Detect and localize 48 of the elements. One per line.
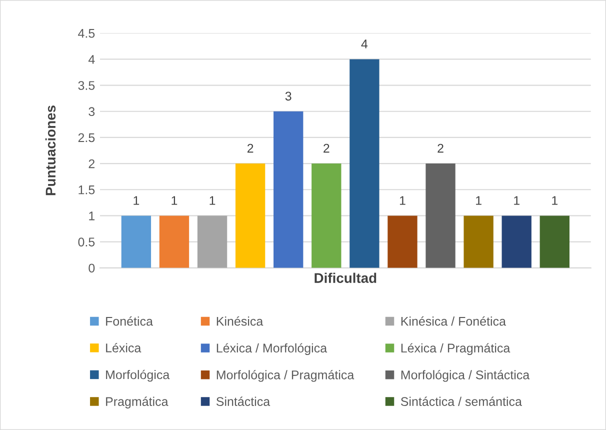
y-tick-label: 1.5 bbox=[78, 186, 95, 194]
bar bbox=[121, 216, 152, 268]
legend-label: Kinésica bbox=[216, 316, 264, 326]
bar bbox=[502, 216, 532, 268]
legend-label: Morfológica / Sintáctica bbox=[401, 370, 530, 382]
data-label: 3 bbox=[285, 92, 292, 101]
bar bbox=[426, 164, 456, 268]
legend-label: Léxica / Morfológica bbox=[216, 343, 328, 355]
bar bbox=[464, 216, 494, 268]
data-label: 1 bbox=[172, 196, 178, 205]
y-tick-label: 2.5 bbox=[78, 133, 95, 142]
bar bbox=[159, 216, 190, 268]
bar bbox=[235, 164, 266, 268]
legend-label: Léxica bbox=[106, 343, 142, 352]
x-axis-title: Dificultad bbox=[314, 272, 376, 283]
data-label: 4 bbox=[361, 40, 368, 48]
y-tick-label: 3.5 bbox=[78, 81, 95, 90]
y-tick-label: 1 bbox=[89, 212, 95, 220]
y-axis-title: Puntuaciones bbox=[45, 106, 56, 196]
legend-label: Sintáctica / semántica bbox=[400, 396, 522, 406]
bar bbox=[540, 216, 570, 268]
legend-label: Fonética bbox=[106, 316, 153, 326]
data-label: 2 bbox=[247, 144, 254, 153]
y-tick-label: 4 bbox=[88, 55, 95, 64]
data-label: 1 bbox=[134, 196, 140, 205]
bar bbox=[312, 164, 342, 268]
legend-label: Kinésica / Fonética bbox=[401, 316, 506, 326]
bar bbox=[274, 111, 304, 268]
data-label: 1 bbox=[210, 196, 216, 205]
data-label: 1 bbox=[400, 196, 406, 205]
y-tick-label: 2 bbox=[88, 159, 94, 168]
data-label: 1 bbox=[476, 196, 482, 205]
data-label: 1 bbox=[514, 196, 520, 205]
bar bbox=[197, 216, 228, 268]
y-tick-label: 0.5 bbox=[78, 238, 95, 246]
y-tick-label: 4.5 bbox=[78, 29, 95, 38]
legend-label: Sintáctica bbox=[216, 396, 270, 406]
bar bbox=[350, 59, 380, 268]
data-label: 2 bbox=[324, 144, 330, 153]
legend-label: Léxica / Pragmática bbox=[401, 343, 510, 355]
y-tick-label: 0 bbox=[88, 264, 95, 273]
legend-label: Morfológica / Pragmática bbox=[216, 370, 354, 382]
legend-label: Pragmática bbox=[106, 396, 168, 408]
legend-label: Morfológica bbox=[106, 370, 170, 382]
y-tick-label: 3 bbox=[88, 107, 95, 116]
data-label: 2 bbox=[438, 144, 444, 153]
bar bbox=[388, 216, 418, 268]
data-label: 1 bbox=[552, 196, 558, 205]
